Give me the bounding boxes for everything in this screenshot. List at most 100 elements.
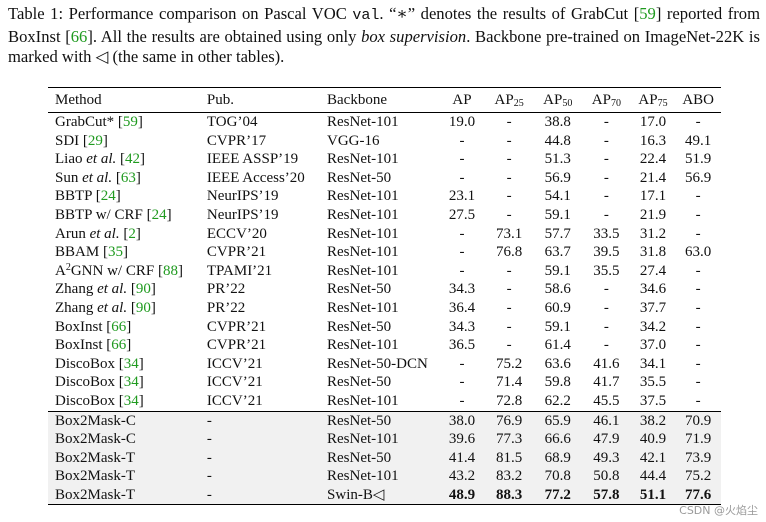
header-pub: Pub. bbox=[206, 92, 234, 108]
ap50-cell: 59.1 bbox=[544, 262, 571, 279]
ap25-cell: - bbox=[506, 318, 512, 335]
ap-cell: - bbox=[459, 374, 465, 391]
ap75-cell: 34.1 bbox=[639, 355, 667, 372]
ap75-cell: 21.4 bbox=[639, 169, 667, 186]
ap-cell: - bbox=[459, 244, 465, 261]
ap50-cell: 70.8 bbox=[544, 468, 571, 485]
citation-link: 90 bbox=[135, 299, 151, 316]
method-cell: DiscoBox [34] bbox=[55, 355, 144, 372]
method-cell: Box2Mask-T bbox=[55, 449, 135, 466]
pub-cell: ICCV’21 bbox=[206, 374, 263, 391]
table-row: Liao et al. [42] IEEE ASSP’19 ResNet-101 - -… bbox=[48, 150, 721, 169]
ap25-cell: - bbox=[506, 262, 512, 279]
ap25-cell: 83.2 bbox=[496, 468, 523, 485]
abo-cell: - bbox=[695, 374, 701, 391]
backbone-cell: ResNet-50 bbox=[327, 169, 392, 186]
ap-cell: 41.4 bbox=[448, 449, 476, 466]
ap25-cell: 88.3 bbox=[496, 486, 523, 503]
ap-cell: 34.3 bbox=[448, 281, 476, 298]
ap50-cell: 65.9 bbox=[544, 412, 571, 429]
pub-cell: CVPR’21 bbox=[206, 337, 267, 354]
ap-cell: - bbox=[459, 151, 465, 168]
ap-cell: - bbox=[459, 262, 465, 279]
backbone-cell: ResNet-101 bbox=[327, 337, 399, 354]
ap-cell: 34.3 bbox=[448, 318, 476, 335]
ap25-cell: 76.8 bbox=[496, 244, 523, 261]
abo-cell: - bbox=[695, 281, 701, 298]
ap25-cell: 73.1 bbox=[496, 225, 523, 242]
abo-cell: - bbox=[695, 337, 701, 354]
ap70-cell: - bbox=[603, 114, 609, 130]
ap70-cell: - bbox=[603, 299, 609, 316]
ap70-cell: - bbox=[603, 206, 609, 223]
table-row: Arun et al. [2] ECCV’20 ResNet-101 - 73.1 57.… bbox=[48, 225, 721, 244]
pub-cell: PR’22 bbox=[206, 281, 246, 298]
abo-cell: 51.9 bbox=[685, 151, 712, 168]
ap75-cell: 16.3 bbox=[639, 132, 667, 149]
ap70-cell: 46.1 bbox=[593, 412, 620, 429]
method-cell: Zhang et al. [90] bbox=[55, 281, 156, 298]
ap25-cell: - bbox=[506, 337, 512, 354]
table-row: Box2Mask-C - ResNet-101 39.6 77.3 66.6 47.9 40.… bbox=[48, 430, 721, 449]
pub-cell: NeurIPS’19 bbox=[206, 206, 279, 223]
pub-cell: ICCV’21 bbox=[206, 355, 263, 372]
ap50-cell: 61.4 bbox=[544, 337, 571, 354]
pub-cell: - bbox=[206, 449, 212, 466]
citation-link: 90 bbox=[135, 281, 151, 298]
backbone-cell: ResNet-101 bbox=[327, 431, 399, 448]
table-row: BBTP w/ CRF [24] NeurIPS’19 ResNet-101 27.5… bbox=[48, 206, 721, 225]
ap70-cell: 57.8 bbox=[593, 486, 620, 503]
abo-cell: - bbox=[695, 225, 701, 242]
ap-cell: 27.5 bbox=[448, 206, 476, 223]
ap25-cell: - bbox=[506, 114, 512, 130]
backbone-cell: ResNet-101 bbox=[327, 114, 399, 130]
citation-link: 34 bbox=[123, 392, 139, 409]
abo-cell: - bbox=[695, 318, 701, 335]
ap50-cell: 68.9 bbox=[544, 449, 571, 466]
method-cell: Box2Mask-T bbox=[55, 468, 135, 485]
header-ap50: AP50 bbox=[543, 92, 573, 109]
ap70-cell: 50.8 bbox=[593, 468, 620, 485]
ap75-cell: 22.4 bbox=[639, 151, 667, 168]
ap70-cell: 41.7 bbox=[593, 374, 620, 391]
backbone-cell: VGG-16 bbox=[327, 132, 380, 149]
citation-link: 2 bbox=[128, 225, 136, 242]
table-row: A2GNN w/ CRF [88] TPAMI’21 ResNet-101 - - 59.… bbox=[48, 262, 721, 281]
abo-cell: 63.0 bbox=[685, 244, 712, 261]
ap50-cell: 77.2 bbox=[544, 486, 571, 503]
header-method: Method bbox=[55, 92, 102, 108]
ap25-cell: 72.8 bbox=[496, 392, 523, 409]
backbone-cell: ResNet-50 bbox=[327, 374, 392, 391]
method-cell: Zhang et al. [90] bbox=[55, 299, 156, 316]
table-row: GrabCut* [59] TOG’04 ResNet-101 19.0 - 38.8 - 1… bbox=[48, 113, 721, 132]
abo-cell: - bbox=[695, 355, 701, 372]
citation-link: 29 bbox=[87, 132, 103, 149]
table-row: Zhang et al. [90] PR’22 ResNet-101 36.4 - 60.… bbox=[48, 299, 721, 318]
citation-link: 34 bbox=[123, 374, 139, 391]
pub-cell: IEEE Access’20 bbox=[206, 169, 305, 186]
citation-link: 34 bbox=[123, 355, 139, 372]
ap75-cell: 42.1 bbox=[639, 449, 667, 466]
abo-cell: - bbox=[695, 299, 701, 316]
backbone-cell: ResNet-101 bbox=[327, 244, 399, 261]
ap50-cell: 51.3 bbox=[544, 151, 571, 168]
ap75-cell: 37.7 bbox=[639, 299, 667, 316]
header-ap75: AP75 bbox=[638, 92, 668, 109]
pub-cell: CVPR’21 bbox=[206, 244, 267, 261]
method-cell: GrabCut* [59] bbox=[55, 114, 143, 130]
citation-link: 42 bbox=[125, 151, 140, 168]
method-cell: BBTP [24] bbox=[55, 188, 121, 205]
ap-cell: - bbox=[459, 355, 465, 372]
citation-link: 88 bbox=[162, 262, 178, 279]
ap75-cell: 34.2 bbox=[639, 318, 667, 335]
ap-cell: - bbox=[459, 392, 465, 409]
abo-cell: - bbox=[695, 392, 701, 409]
ap-cell: - bbox=[459, 169, 465, 186]
ap25-cell: 71.4 bbox=[496, 374, 523, 391]
watermark: CSDN @火焰尘 bbox=[679, 504, 758, 517]
ap70-cell: 47.9 bbox=[593, 431, 620, 448]
backbone-cell: ResNet-101 bbox=[327, 299, 399, 316]
abo-cell: 71.9 bbox=[685, 431, 712, 448]
ap-cell: 48.9 bbox=[448, 486, 476, 503]
ap50-cell: 56.9 bbox=[544, 169, 571, 186]
